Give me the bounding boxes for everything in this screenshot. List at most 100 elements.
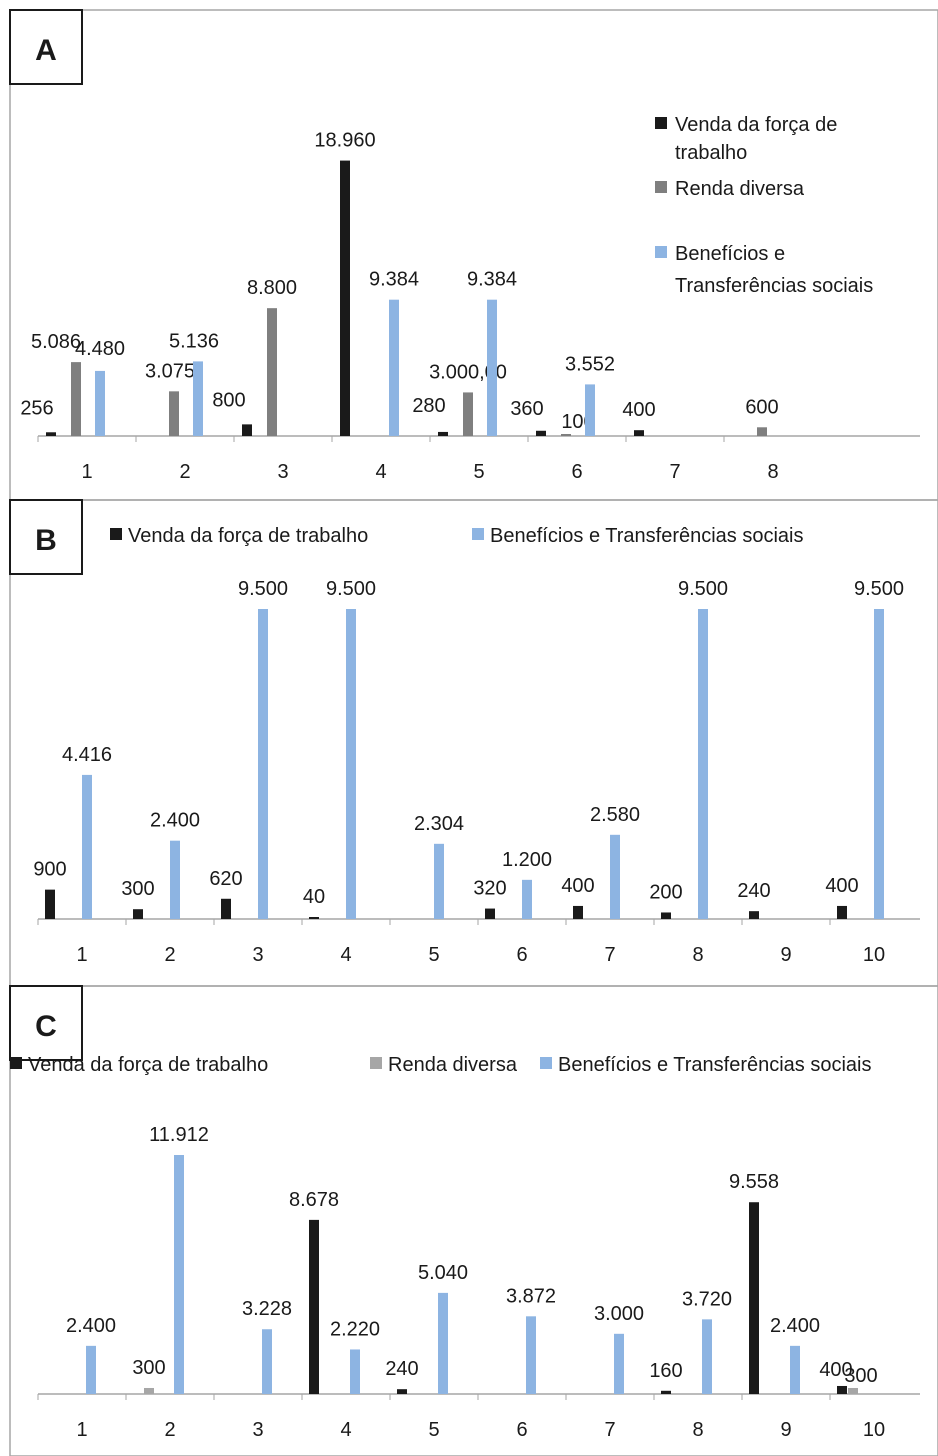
data-label: 18.960	[314, 130, 375, 152]
legend-label: Venda da força de trabalho	[28, 1054, 268, 1076]
data-label: 300	[132, 1357, 165, 1379]
data-label: 900	[33, 859, 66, 881]
data-label: 280	[412, 395, 445, 417]
data-label: 2.304	[414, 813, 464, 835]
data-label: 9.558	[729, 1171, 779, 1193]
bar	[698, 609, 708, 919]
data-label: 300	[844, 1365, 877, 1387]
bar	[790, 1345, 800, 1394]
x-tick-label: 8	[692, 1419, 703, 1441]
x-tick-label: 10	[863, 1419, 885, 1441]
legend-label: Benefícios e Transferências sociais	[490, 525, 804, 547]
data-label: 3.552	[565, 353, 615, 375]
data-label: 620	[209, 868, 242, 890]
bar	[340, 160, 350, 436]
legend: Venda da força de trabalho Benefícios e T…	[110, 525, 804, 547]
bar	[389, 299, 399, 436]
bar	[749, 1202, 759, 1394]
panel-frame	[9, 499, 938, 987]
bar	[610, 834, 620, 919]
data-label: 800	[212, 389, 245, 411]
data-label: 9.384	[467, 269, 517, 291]
data-label: 600	[745, 396, 778, 418]
data-label: 3.075	[145, 360, 195, 382]
x-tick-label: 5	[428, 944, 439, 966]
bar	[485, 908, 495, 919]
bar	[86, 1345, 96, 1394]
x-tick-label: 8	[692, 944, 703, 966]
bar	[193, 361, 203, 436]
legend-swatch	[655, 181, 667, 193]
panel-label-box	[9, 499, 83, 575]
data-label: 9.500	[326, 578, 376, 600]
legend-swatch	[472, 528, 484, 540]
data-label: 8.678	[289, 1189, 339, 1211]
legend-label: Venda da força de trabalho	[675, 114, 837, 164]
bar	[309, 1219, 319, 1394]
data-label: 400	[561, 875, 594, 897]
legend-label: Benefícios e Transferências sociais	[675, 243, 873, 297]
x-tick-label: 8	[767, 461, 778, 483]
legend-swatch	[10, 1057, 22, 1069]
x-tick-label: 3	[252, 1419, 263, 1441]
panel-frame	[9, 985, 938, 1456]
x-tick-label: 9	[780, 944, 791, 966]
x-tick-label: 5	[473, 461, 484, 483]
bar	[749, 911, 759, 919]
bar	[487, 299, 497, 436]
legend-label-line: Transferências sociais	[675, 275, 873, 297]
bar	[837, 905, 847, 919]
x-tick-label: 4	[340, 944, 351, 966]
x-tick-label: 1	[81, 461, 92, 483]
data-label: 8.800	[247, 277, 297, 299]
data-label: 400	[825, 875, 858, 897]
bar	[522, 879, 532, 919]
legend-swatch	[655, 246, 667, 258]
data-label: 4.480	[75, 338, 125, 360]
legend-label: Venda da força de trabalho	[128, 525, 368, 547]
panel-label: C	[35, 1010, 57, 1043]
x-tick-label: 9	[780, 1419, 791, 1441]
bar	[661, 912, 671, 919]
x-tick-label: 7	[604, 1419, 615, 1441]
data-label: 320	[473, 878, 506, 900]
bar	[585, 384, 595, 436]
data-label: 2.400	[770, 1315, 820, 1337]
data-label: 360	[510, 398, 543, 420]
bar	[434, 843, 444, 919]
data-label: 2.400	[66, 1315, 116, 1337]
legend-label-line: trabalho	[675, 142, 747, 164]
legend: Venda da força de trabalho Renda diversa B…	[10, 1054, 872, 1076]
data-label: 3.720	[682, 1288, 732, 1310]
legend-swatch	[370, 1057, 382, 1069]
data-label: 200	[649, 881, 682, 903]
bar	[46, 432, 56, 436]
data-label: 300	[121, 878, 154, 900]
data-label: 240	[737, 880, 770, 902]
bar	[169, 391, 179, 436]
bar	[438, 431, 448, 436]
legend-label: Renda diversa	[675, 178, 805, 200]
x-tick-label: 6	[516, 944, 527, 966]
legend-label-line: Benefícios e	[675, 243, 785, 265]
data-label: 160	[649, 1360, 682, 1382]
x-tick-label: 1	[76, 1419, 87, 1441]
bar	[573, 905, 583, 919]
bar	[561, 434, 571, 436]
bar	[346, 609, 356, 919]
chart-panel-c: C 1 2.400 2 300 11.912 3 3.228 4 8.678 2.220 5 240 5.…	[9, 985, 938, 1456]
bar	[45, 889, 55, 919]
legend-swatch	[655, 117, 667, 129]
x-tick-label: 7	[669, 461, 680, 483]
data-label: 9.500	[678, 578, 728, 600]
bar	[258, 609, 268, 919]
data-label: 400	[819, 1359, 852, 1381]
bar	[221, 898, 231, 919]
bar	[95, 370, 105, 436]
data-label: 2.400	[150, 810, 200, 832]
panel-label: A	[35, 34, 57, 67]
bar	[71, 362, 81, 436]
bar	[309, 917, 319, 919]
